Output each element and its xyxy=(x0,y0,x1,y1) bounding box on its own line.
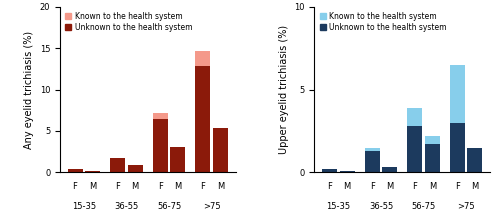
Bar xyxy=(196,51,210,66)
Text: M: M xyxy=(174,182,182,191)
Bar xyxy=(128,165,142,172)
Bar xyxy=(85,171,100,172)
Bar xyxy=(196,66,210,172)
Bar xyxy=(340,171,354,172)
Legend: Known to the health system, Unknown to the health system: Known to the health system, Unknown to t… xyxy=(318,10,448,33)
Text: F: F xyxy=(412,182,417,191)
Text: M: M xyxy=(132,182,139,191)
Text: F: F xyxy=(115,182,120,191)
Text: >75: >75 xyxy=(458,202,475,211)
Text: 56-75: 56-75 xyxy=(157,202,181,211)
Text: M: M xyxy=(386,182,394,191)
Bar xyxy=(153,118,168,172)
Legend: Known to the health system, Unknown to the health system: Known to the health system, Unknown to t… xyxy=(64,10,194,33)
Bar xyxy=(213,128,228,172)
Bar xyxy=(450,123,465,172)
Bar xyxy=(408,126,422,172)
Bar xyxy=(450,65,465,123)
Text: 15-35: 15-35 xyxy=(326,202,350,211)
Text: F: F xyxy=(200,182,205,191)
Bar xyxy=(468,148,482,172)
Text: M: M xyxy=(344,182,350,191)
Text: M: M xyxy=(428,182,436,191)
Bar xyxy=(364,148,380,151)
Text: F: F xyxy=(370,182,374,191)
Text: 56-75: 56-75 xyxy=(412,202,436,211)
Text: M: M xyxy=(217,182,224,191)
Bar xyxy=(364,151,380,172)
Bar xyxy=(322,169,337,172)
Bar xyxy=(382,168,397,172)
Text: >75: >75 xyxy=(203,202,220,211)
Text: 36-55: 36-55 xyxy=(369,202,393,211)
Text: F: F xyxy=(327,182,332,191)
Text: F: F xyxy=(455,182,460,191)
Bar xyxy=(408,108,422,126)
Text: M: M xyxy=(472,182,478,191)
Text: 15-35: 15-35 xyxy=(72,202,96,211)
Text: F: F xyxy=(158,182,162,191)
Text: M: M xyxy=(89,182,96,191)
Bar xyxy=(170,147,186,172)
Bar xyxy=(425,144,440,172)
Bar xyxy=(153,113,168,118)
Text: F: F xyxy=(72,182,78,191)
Bar xyxy=(68,169,82,172)
Y-axis label: Any eyelid trichiasis (%): Any eyelid trichiasis (%) xyxy=(24,30,34,149)
Bar xyxy=(425,136,440,144)
Y-axis label: Upper eyelid trichiasis (%): Upper eyelid trichiasis (%) xyxy=(278,25,288,154)
Bar xyxy=(110,158,125,172)
Text: 36-55: 36-55 xyxy=(114,202,138,211)
